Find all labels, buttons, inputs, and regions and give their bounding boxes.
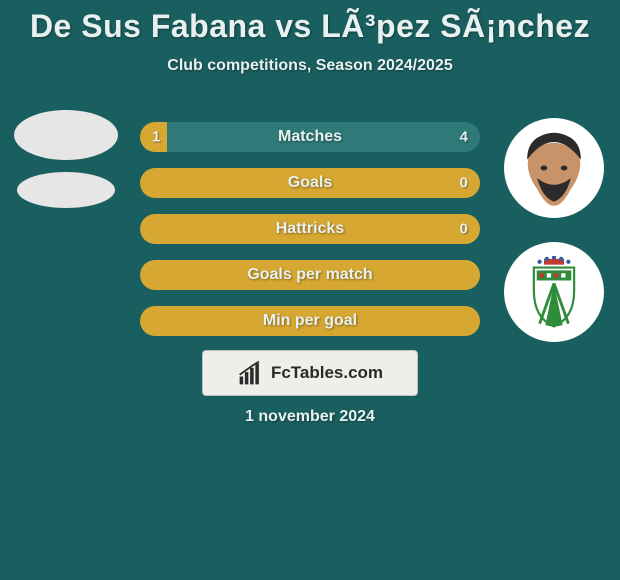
subtitle: Club competitions, Season 2024/2025	[0, 57, 620, 75]
bar-goals-per-match: Goals per match	[140, 260, 480, 290]
stats-card: De Sus Fabana vs LÃ³pez SÃ¡nchez Club co…	[0, 0, 620, 580]
bar-chart-icon	[237, 359, 265, 387]
bar-goals: Goals 0	[140, 168, 480, 198]
bar-label: Min per goal	[140, 312, 480, 330]
player-face-icon	[512, 126, 596, 210]
bar-label: Matches	[140, 128, 480, 146]
snapshot-date: 1 november 2024	[0, 408, 620, 426]
brand-text: FcTables.com	[271, 363, 383, 383]
page-title: De Sus Fabana vs LÃ³pez SÃ¡nchez	[0, 0, 620, 45]
player-1-avatar	[14, 110, 118, 160]
bar-label: Goals	[140, 174, 480, 192]
stat-bars: 1 Matches 4 Goals 0 Hattricks 0 Goals pe…	[140, 122, 480, 352]
club-1-badge	[17, 172, 115, 208]
bar-right-value: 0	[460, 175, 468, 192]
bar-label: Goals per match	[140, 266, 480, 284]
club-2-badge	[504, 242, 604, 342]
right-avatars	[494, 118, 614, 342]
player-2-avatar	[504, 118, 604, 218]
bar-min-per-goal: Min per goal	[140, 306, 480, 336]
club-crest-icon	[518, 256, 590, 328]
bar-right-value: 0	[460, 221, 468, 238]
bar-matches: 1 Matches 4	[140, 122, 480, 152]
brand-badge: FcTables.com	[202, 350, 418, 396]
bar-hattricks: Hattricks 0	[140, 214, 480, 244]
bar-label: Hattricks	[140, 220, 480, 238]
bar-right-value: 4	[460, 129, 468, 146]
left-avatars	[6, 110, 126, 208]
